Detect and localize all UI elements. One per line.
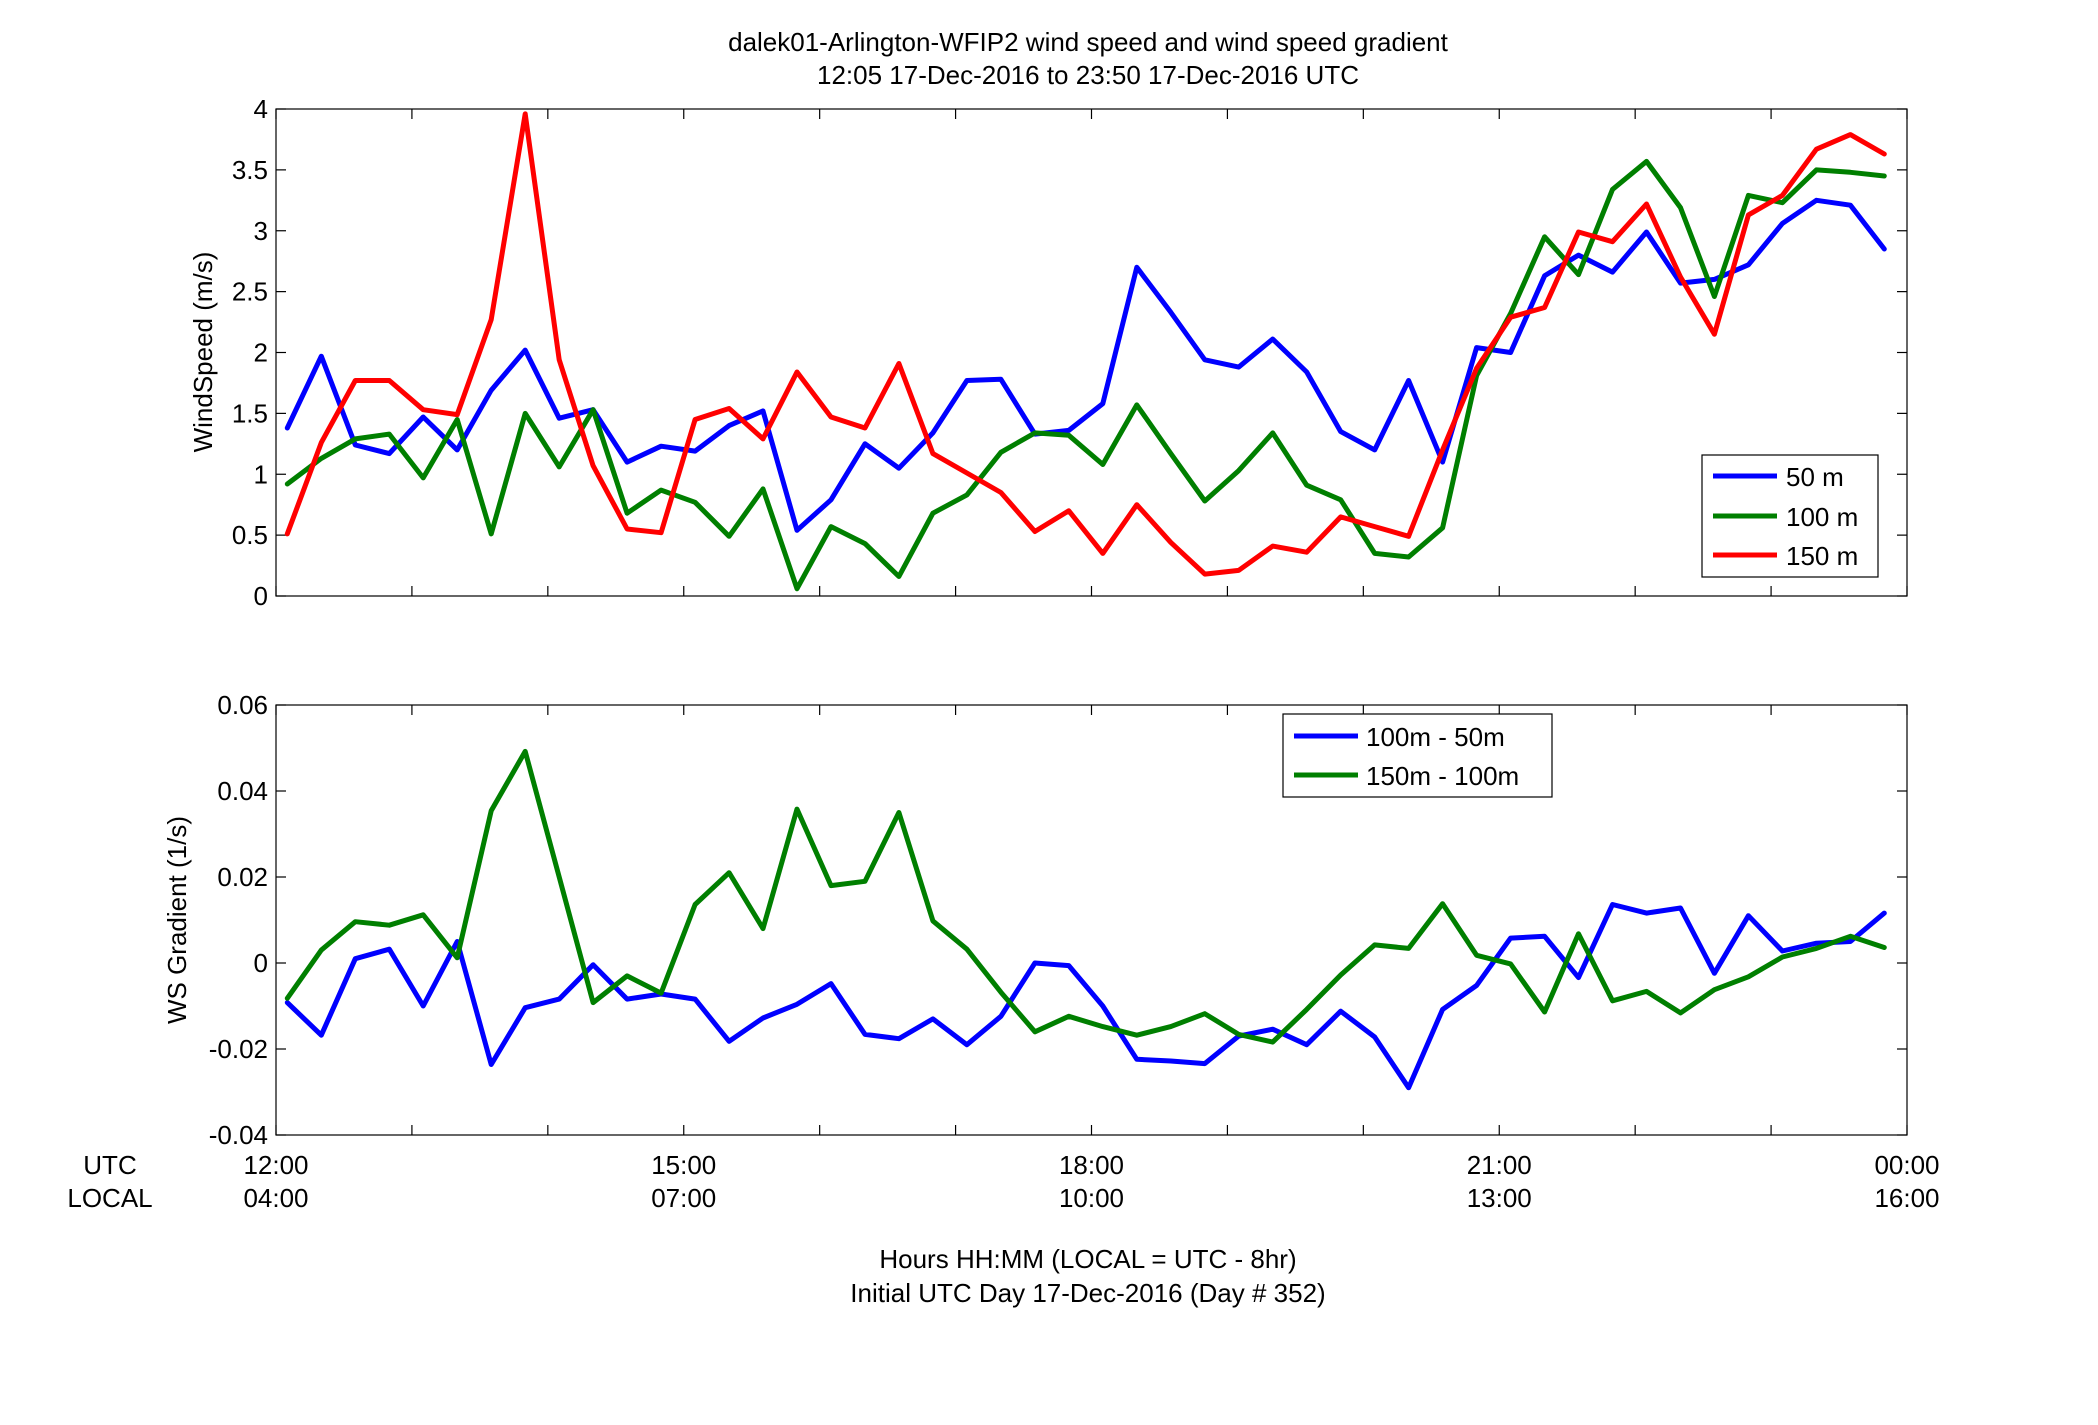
gradient-y-ticks: -0.04 -0.02 0 0.02 0.04 0.06	[209, 690, 1907, 1150]
windspeed-y-tick-label: 2.5	[232, 277, 268, 307]
windspeed-y-tick-label: 0.5	[232, 520, 268, 550]
gradient-y-tick-label: 0.04	[217, 776, 268, 806]
x-tick-label-local: 10:00	[1059, 1183, 1124, 1213]
x-tick-label-local: 16:00	[1874, 1183, 1939, 1213]
chart-title: dalek01-Arlington-WFIP2 wind speed and w…	[728, 27, 1449, 57]
gradient-panel: -0.04 -0.02 0 0.02 0.04 0.06 WS Gradient (1/s…	[162, 690, 1908, 1150]
windspeed-series-line-50-m	[284, 197, 1887, 533]
windspeed-y-axis-label: WindSpeed (m/s)	[188, 252, 218, 453]
gradient-y-tick-label: -0.02	[209, 1034, 268, 1064]
x-tick-label-utc: 18:00	[1059, 1150, 1124, 1180]
gradient-y-tick-label: -0.04	[209, 1120, 268, 1150]
gradient-series-line-150m-100m	[284, 748, 1887, 1045]
gradient-lines	[284, 748, 1887, 1091]
windspeed-y-tick-label: 2	[254, 338, 268, 368]
legend-label-100m: 100 m	[1786, 502, 1858, 532]
gradient-y-tick-label: 0.06	[217, 690, 268, 720]
x-tick-label-utc: 00:00	[1874, 1150, 1939, 1180]
gradient-y-axis-label: WS Gradient (1/s)	[162, 816, 192, 1024]
x-tick-label-utc: 21:00	[1467, 1150, 1532, 1180]
gradient-x-ticks	[275, 705, 1908, 1135]
legend-label-150m-100m: 150m - 100m	[1366, 761, 1519, 791]
local-row-label: LOCAL	[67, 1183, 152, 1213]
windspeed-panel: 0 0.5 1 1.5 2 2.5 3 3.5 4 WindSpeed (m/s) 50 m 1…	[188, 94, 1908, 611]
windspeed-y-ticks: 0 0.5 1 1.5 2 2.5 3 3.5 4	[232, 94, 1907, 611]
windspeed-x-ticks	[275, 109, 1908, 596]
gradient-series-line-100m-50m	[284, 902, 1887, 1091]
x-tick-label-local: 04:00	[243, 1183, 308, 1213]
windspeed-y-tick-label: 3	[254, 216, 268, 246]
windspeed-legend: 50 m 100 m 150 m	[1701, 454, 1879, 578]
windspeed-y-tick-label: 4	[254, 94, 268, 124]
x-tick-label-local: 07:00	[651, 1183, 716, 1213]
utc-row-label: UTC	[83, 1150, 136, 1180]
windspeed-y-tick-label: 0	[254, 581, 268, 611]
gradient-legend-box	[1282, 713, 1553, 798]
x-tick-label-utc: 15:00	[651, 1150, 716, 1180]
gradient-legend: 100m - 50m 150m - 100m	[1282, 713, 1553, 798]
windspeed-y-tick-label: 1	[254, 459, 268, 489]
x-tick-label-local: 13:00	[1467, 1183, 1532, 1213]
windspeed-series-line-100-m	[284, 158, 1887, 592]
windspeed-y-tick-label: 1.5	[232, 398, 268, 428]
x-tick-label-utc: 12:00	[243, 1150, 308, 1180]
legend-label-50m: 50 m	[1786, 462, 1844, 492]
windspeed-y-tick-label: 3.5	[232, 155, 268, 185]
windspeed-series-line-150-m	[284, 111, 1887, 577]
legend-label-100m-50m: 100m - 50m	[1366, 722, 1505, 752]
x-axis-label: Hours HH:MM (LOCAL = UTC - 8hr)	[879, 1244, 1296, 1274]
chart-subtitle: 12:05 17-Dec-2016 to 23:50 17-Dec-2016 U…	[817, 60, 1359, 90]
gradient-y-tick-label: 0.02	[217, 862, 268, 892]
windspeed-lines	[284, 111, 1887, 592]
legend-label-150m: 150 m	[1786, 541, 1858, 571]
x-axis-label-day: Initial UTC Day 17-Dec-2016 (Day # 352)	[850, 1278, 1325, 1308]
gradient-y-tick-label: 0	[254, 948, 268, 978]
